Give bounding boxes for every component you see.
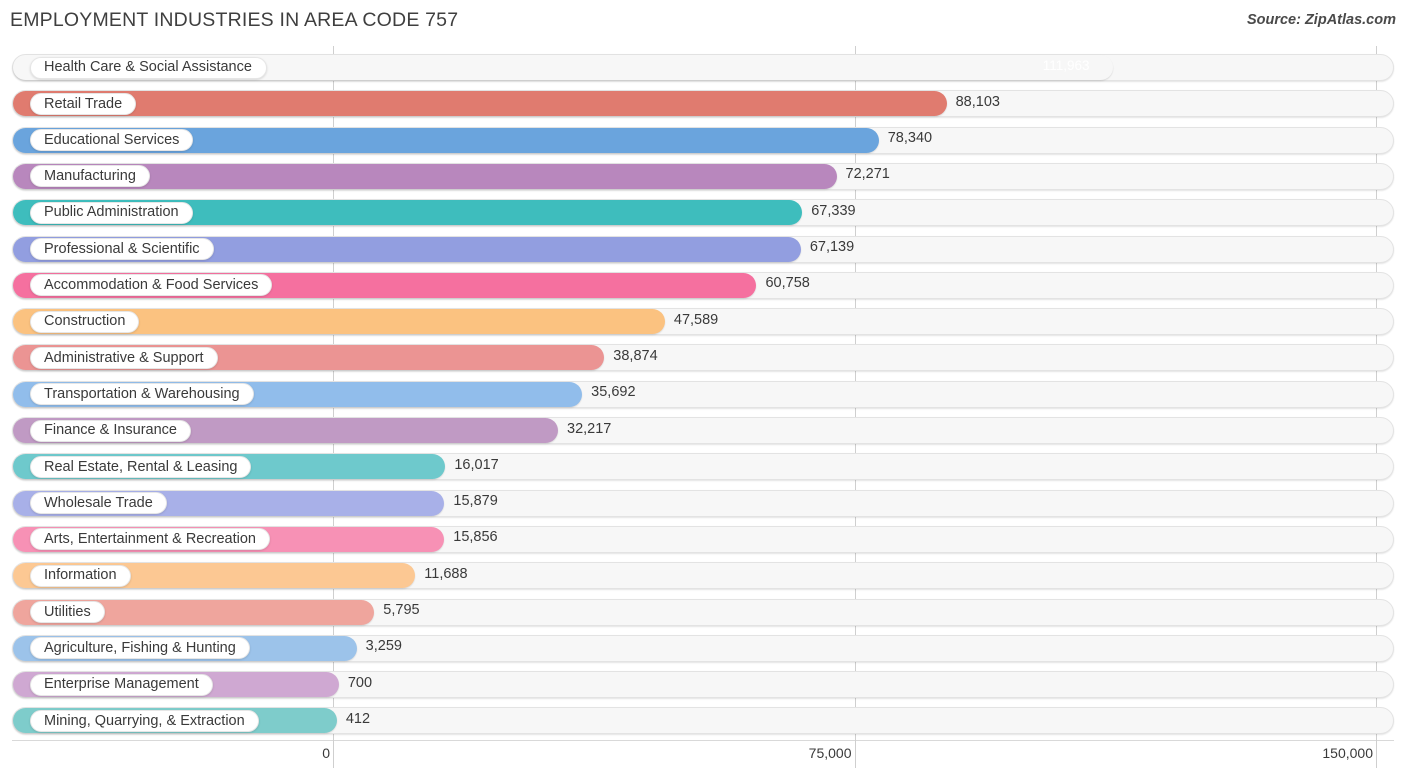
category-label: Wholesale Trade [44,494,153,511]
bar-row: Administrative & Support 38,874 [12,344,1394,372]
bar-value-label: 47,589 [673,311,719,328]
category-label-pill: Mining, Quarrying, & Extraction [30,709,259,732]
bar-value-label: 78,340 [887,130,933,147]
bar-value-label: 15,879 [453,493,498,510]
category-label: Professional & Scientific [44,240,200,257]
category-label: Real Estate, Rental & Leasing [44,458,238,475]
category-label-pill: Public Administration [30,201,193,224]
category-label: Information [44,567,117,584]
bar-value-label: 16,017 [454,456,499,473]
bar-value-label: 32,217 [567,420,612,437]
bar-row: Information 11,688 [12,562,1394,590]
axis-tick-mark [1376,740,1377,768]
category-label-pill: Agriculture, Fishing & Hunting [30,637,250,660]
category-label-pill: Arts, Entertainment & Recreation [30,528,270,551]
category-label-pill: Wholesale Trade [30,492,167,515]
bar-row: Public Administration 67,339 [12,199,1394,227]
category-label: Educational Services [44,131,180,148]
bar-value-label: 11,688 [424,565,468,582]
axis-line [12,740,1394,741]
bar-value-label: 38,874 [613,347,658,364]
bar-row: Retail Trade 88,103 [12,90,1394,118]
category-label: Health Care & Social Assistance [44,59,252,76]
category-label-pill: Transportation & Warehousing [30,383,254,406]
bar-value-label: 3,259 [365,638,402,655]
bar-row: Wholesale Trade 15,879 [12,489,1394,517]
category-label-pill: Utilities [30,601,105,623]
category-label: Administrative & Support [44,349,204,366]
bar-row: Health Care & Social Assistance 111,963 [12,54,1394,81]
bar-row: Finance & Insurance 32,217 [12,417,1394,444]
category-label: Arts, Entertainment & Recreation [44,531,256,548]
category-label-pill: Health Care & Social Assistance [30,56,267,79]
category-label-pill: Accommodation & Food Services [30,274,272,297]
category-label: Mining, Quarrying, & Extraction [44,712,245,729]
category-label-pill: Construction [30,310,139,333]
bar-value-label: 72,271 [845,166,890,183]
category-label: Retail Trade [44,95,123,112]
bar-row: Mining, Quarrying, & Extraction 412 [12,707,1394,735]
bar-rows: Health Care & Social Assistance 111,963 Re… [0,46,1406,740]
bar-row: Manufacturing 72,271 [12,162,1394,190]
category-label: Agriculture, Fishing & Hunting [44,640,236,657]
bar[interactable] [13,163,837,189]
bar-value-label: 60,758 [765,275,810,292]
bar-row: Enterprise Management 700 [12,671,1394,699]
bar-value-label: 35,692 [591,384,636,401]
axis-tick-label: 0 [322,745,330,761]
bar-value-label: 412 [345,710,371,727]
category-label: Construction [44,313,126,330]
category-label-pill: Real Estate, Rental & Leasing [30,455,251,478]
source-attribution: Source: ZipAtlas.com [1246,12,1396,28]
bar-value-label: 111,963 [1042,58,1090,73]
category-label: Utilities [44,603,91,620]
bar-row: Arts, Entertainment & Recreation 15,856 [12,525,1394,553]
bar-row: Professional & Scientific 67,139 [12,235,1394,263]
axis-tick-mark [854,740,856,768]
category-label-pill: Administrative & Support [30,346,218,369]
axis-tick-label: 150,000 [1322,745,1373,761]
bar[interactable] [13,91,947,117]
category-label: Transportation & Warehousing [44,385,240,402]
bar-value-label: 88,103 [955,93,1000,110]
bar-value-label: 15,856 [453,529,498,546]
axis-tick-mark [333,740,334,768]
category-label-pill: Educational Services [30,129,193,152]
category-label-pill: Manufacturing [30,165,150,188]
bar-row: Agriculture, Fishing & Hunting 3,259 [12,634,1394,662]
bar-value-label: 700 [347,674,373,691]
bar-value-label: 67,339 [811,202,856,219]
bar-value-label: 5,795 [383,602,420,618]
chart-header: EMPLOYMENT INDUSTRIES IN AREA CODE 757 S… [0,0,1406,46]
chart-plot-area: Health Care & Social Assistance 111,963 Re… [0,46,1406,740]
category-label-pill: Enterprise Management [30,673,213,696]
bar-row: Utilities 5,795 [12,598,1394,626]
category-label-pill: Information [30,564,131,587]
bar-row: Educational Services 78,340 [12,126,1394,154]
page-title: EMPLOYMENT INDUSTRIES IN AREA CODE 757 [10,9,459,31]
x-axis: 0 75,000 150,000 [0,740,1406,776]
category-label: Manufacturing [44,168,136,185]
bar-row: Construction 47,589 [12,308,1394,336]
axis-tick-label: 75,000 [808,745,852,761]
category-label: Public Administration [44,204,179,221]
category-label: Enterprise Management [44,676,199,693]
bar-row: Transportation & Warehousing 35,692 [12,380,1394,408]
category-label-pill: Professional & Scientific [30,238,214,260]
bar-value-label: 67,139 [809,239,855,255]
bar-row: Accommodation & Food Services 60,758 [12,271,1394,299]
category-label: Finance & Insurance [44,422,177,439]
bar-row: Real Estate, Rental & Leasing 16,017 [12,453,1394,481]
category-label: Accommodation & Food Services [44,277,259,294]
category-label-pill: Finance & Insurance [30,419,191,442]
category-label-pill: Retail Trade [30,92,136,115]
